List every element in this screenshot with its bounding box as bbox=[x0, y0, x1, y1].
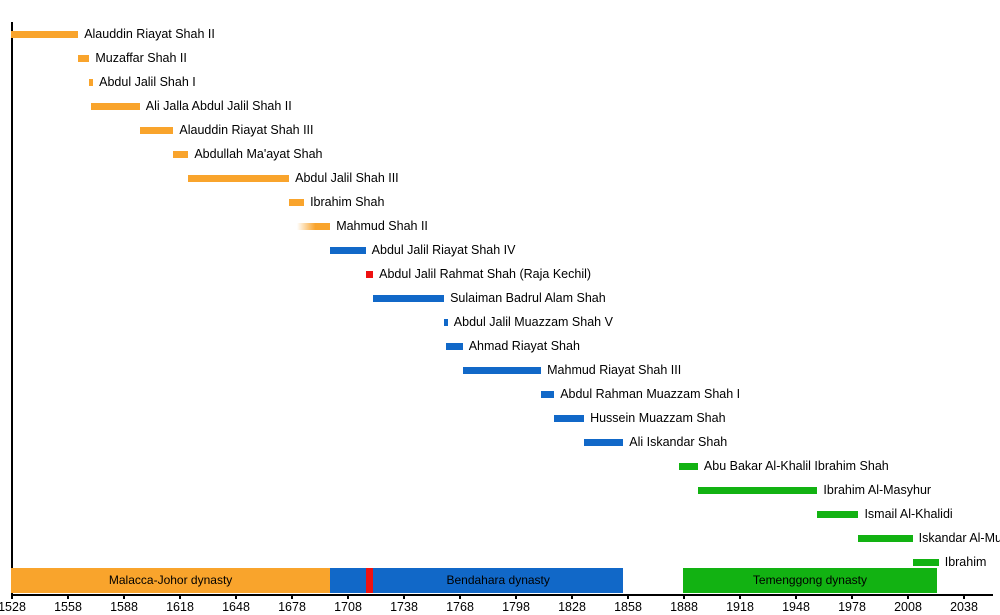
axis-tick-label: 2038 bbox=[950, 600, 978, 614]
ruler-label: Abdul Jalil Rahmat Shah (Raja Kechil) bbox=[379, 267, 592, 281]
axis-tick bbox=[963, 594, 965, 599]
axis-tick bbox=[403, 594, 405, 599]
ruler-bar bbox=[11, 30, 79, 38]
axis-tick-label: 1888 bbox=[670, 600, 698, 614]
axis-tick-label: 1708 bbox=[334, 600, 362, 614]
ruler-bar bbox=[697, 486, 818, 494]
ruler-label: Mahmud Riayat Shah III bbox=[547, 363, 682, 377]
ruler-bar bbox=[289, 198, 305, 206]
axis-tick-label: 1978 bbox=[838, 600, 866, 614]
axis-tick bbox=[235, 594, 237, 599]
ruler-bar bbox=[858, 534, 913, 542]
axis-tick bbox=[347, 594, 349, 599]
ruler-label: Sulaiman Badrul Alam Shah bbox=[450, 291, 606, 305]
axis-tick bbox=[571, 594, 573, 599]
dynasty-band bbox=[683, 568, 937, 593]
axis-tick-label: 1798 bbox=[502, 600, 530, 614]
dynasty-band bbox=[330, 568, 624, 593]
ruler-label: Mahmud Shah II bbox=[336, 219, 428, 233]
axis-tick bbox=[851, 594, 853, 599]
dynasty-band-label: Temenggong dynasty bbox=[752, 573, 867, 587]
axis-tick-label: 1828 bbox=[558, 600, 586, 614]
x-axis-line bbox=[11, 594, 993, 596]
axis-tick bbox=[179, 594, 181, 599]
axis-tick-label: 1858 bbox=[614, 600, 642, 614]
dynasty-band-label: Malacca-Johor dynasty bbox=[108, 573, 233, 587]
axis-tick-label: 1918 bbox=[726, 600, 754, 614]
ruler-bar bbox=[912, 558, 939, 566]
ruler-label: Ali Jalla Abdul Jalil Shah II bbox=[145, 99, 292, 113]
ruler-label: Ibrahim bbox=[944, 555, 987, 569]
ruler-bar bbox=[139, 126, 174, 134]
ruler-bar bbox=[296, 222, 331, 230]
ruler-label: Muzaffar Shah II bbox=[95, 51, 187, 65]
axis-tick bbox=[795, 594, 797, 599]
axis-tick-label: 1528 bbox=[0, 600, 26, 614]
axis-tick-label: 1948 bbox=[782, 600, 810, 614]
ruler-bar bbox=[444, 318, 448, 326]
ruler-label: Abdul Jalil Shah III bbox=[295, 171, 399, 185]
axis-tick-label: 1588 bbox=[110, 600, 138, 614]
dynasty-band bbox=[11, 568, 331, 593]
axis-tick bbox=[11, 594, 13, 599]
axis-tick bbox=[515, 594, 517, 599]
ruler-bar bbox=[679, 462, 698, 470]
axis-tick-label: 1558 bbox=[54, 600, 82, 614]
ruler-bar bbox=[91, 102, 140, 110]
ruler-bar bbox=[462, 366, 542, 374]
ruler-bar bbox=[817, 510, 859, 518]
ruler-bar bbox=[445, 342, 463, 350]
ruler-label: Ibrahim Al-Masyhur bbox=[823, 483, 932, 497]
ruler-label: Alauddin Riayat Shah III bbox=[179, 123, 314, 137]
ruler-bar bbox=[373, 294, 445, 302]
y-axis-line bbox=[11, 22, 13, 596]
ruler-label: Ismail Al-Khalidi bbox=[864, 507, 953, 521]
ruler-label: Abdul Rahman Muazzam Shah I bbox=[560, 387, 741, 401]
ruler-label: Abdullah Ma'ayat Shah bbox=[194, 147, 323, 161]
ruler-label: Ali Iskandar Shah bbox=[629, 435, 728, 449]
axis-tick bbox=[123, 594, 125, 599]
ruler-bar bbox=[541, 390, 555, 398]
ruler-label: Hussein Muazzam Shah bbox=[590, 411, 726, 425]
axis-tick bbox=[291, 594, 293, 599]
ruler-bar bbox=[330, 246, 366, 254]
ruler-label: Abdul Jalil Riayat Shah IV bbox=[371, 243, 516, 257]
ruler-bar bbox=[554, 414, 585, 422]
ruler-bar bbox=[78, 54, 90, 62]
ruler-bar bbox=[365, 270, 374, 278]
axis-tick bbox=[739, 594, 741, 599]
axis-tick-label: 1678 bbox=[278, 600, 306, 614]
axis-tick bbox=[459, 594, 461, 599]
axis-tick-label: 1768 bbox=[446, 600, 474, 614]
ruler-label: Abdul Jalil Shah I bbox=[99, 75, 196, 89]
axis-tick-label: 1618 bbox=[166, 600, 194, 614]
axis-tick bbox=[683, 594, 685, 599]
ruler-bar bbox=[89, 78, 94, 86]
ruler-label: Alauddin Riayat Shah II bbox=[84, 27, 215, 41]
ruler-label: Abdul Jalil Muazzam Shah V bbox=[453, 315, 613, 329]
axis-tick-label: 2008 bbox=[894, 600, 922, 614]
interregnum-overlay bbox=[365, 568, 374, 593]
axis-tick bbox=[627, 594, 629, 599]
ruler-label: Ibrahim Shah bbox=[310, 195, 385, 209]
ruler-bar bbox=[584, 438, 624, 446]
axis-tick bbox=[67, 594, 69, 599]
ruler-bar bbox=[188, 174, 290, 182]
ruler-label: Abu Bakar Al-Khalil Ibrahim Shah bbox=[703, 459, 889, 473]
ruler-label: Iskandar Al-Mu bbox=[918, 531, 1000, 545]
dynasty-band-label: Bendahara dynasty bbox=[446, 573, 550, 587]
axis-tick-label: 1738 bbox=[390, 600, 418, 614]
axis-tick bbox=[907, 594, 909, 599]
axis-tick-label: 1648 bbox=[222, 600, 250, 614]
ruler-label: Ahmad Riayat Shah bbox=[468, 339, 580, 353]
ruler-bar bbox=[173, 150, 189, 158]
